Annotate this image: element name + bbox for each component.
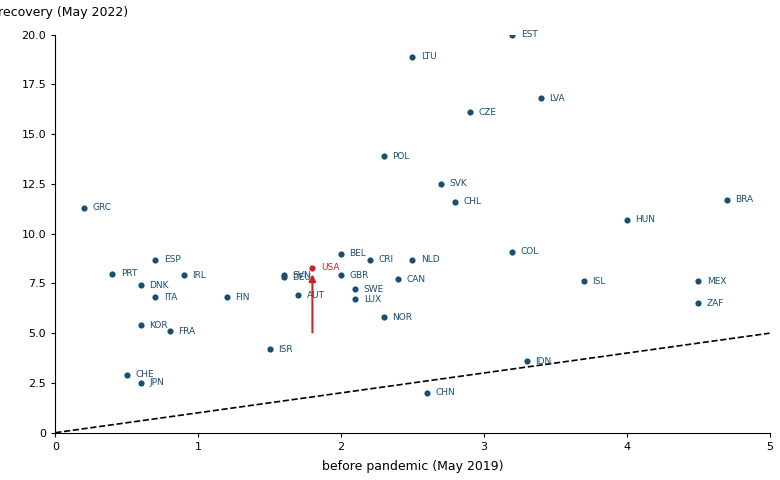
- Point: [335, 272, 347, 279]
- Point: [135, 379, 147, 387]
- Text: FIN: FIN: [236, 293, 250, 302]
- Point: [406, 53, 419, 60]
- Point: [106, 270, 119, 277]
- Point: [620, 216, 633, 224]
- Text: LUX: LUX: [363, 295, 381, 304]
- Text: PRT: PRT: [121, 269, 137, 278]
- Point: [78, 204, 90, 212]
- Text: IRL: IRL: [193, 271, 207, 280]
- Text: JPN: JPN: [150, 378, 165, 387]
- Point: [434, 180, 447, 188]
- Point: [264, 345, 276, 353]
- Point: [578, 277, 590, 285]
- Text: CHN: CHN: [435, 388, 455, 397]
- Text: KOR: KOR: [150, 321, 168, 330]
- Text: SWE: SWE: [363, 285, 384, 294]
- Text: COL: COL: [521, 247, 539, 256]
- Text: EST: EST: [521, 30, 537, 39]
- Point: [120, 371, 133, 379]
- Point: [420, 389, 433, 397]
- Point: [378, 313, 390, 321]
- Text: IDN: IDN: [535, 357, 551, 366]
- Point: [135, 322, 147, 329]
- Text: ISL: ISL: [593, 277, 606, 286]
- Text: LVA: LVA: [550, 94, 566, 103]
- Point: [506, 31, 519, 38]
- Point: [378, 152, 390, 160]
- Text: ITA: ITA: [164, 293, 177, 302]
- Text: ZAF: ZAF: [707, 299, 724, 308]
- Text: CZE: CZE: [478, 108, 496, 117]
- Text: recovery (May 2022): recovery (May 2022): [0, 6, 128, 19]
- Point: [449, 198, 462, 206]
- Text: POL: POL: [392, 152, 410, 161]
- Text: NLD: NLD: [421, 255, 440, 264]
- Text: ISR: ISR: [278, 345, 292, 354]
- Point: [392, 276, 404, 283]
- Text: DEU: DEU: [292, 273, 311, 282]
- Text: LTU: LTU: [421, 52, 437, 61]
- Point: [692, 277, 704, 285]
- Text: CHL: CHL: [464, 197, 482, 206]
- Text: MEX: MEX: [707, 277, 726, 286]
- Text: BRA: BRA: [736, 195, 753, 204]
- Point: [349, 296, 361, 303]
- Point: [721, 196, 733, 204]
- Point: [278, 274, 290, 281]
- Text: ESP: ESP: [164, 255, 181, 264]
- Point: [292, 291, 304, 299]
- Text: HUN: HUN: [635, 216, 655, 224]
- Point: [149, 256, 161, 264]
- Text: BEL: BEL: [349, 249, 367, 258]
- Point: [135, 282, 147, 289]
- Text: SVK: SVK: [449, 180, 467, 189]
- Point: [506, 248, 519, 255]
- Point: [406, 256, 419, 264]
- Text: GRC: GRC: [93, 204, 112, 212]
- Point: [520, 357, 533, 365]
- Text: CRI: CRI: [378, 255, 393, 264]
- Point: [163, 327, 176, 335]
- Text: USA: USA: [321, 263, 339, 272]
- Point: [278, 272, 290, 279]
- Point: [463, 108, 476, 116]
- Text: DNK: DNK: [150, 281, 169, 290]
- Point: [692, 300, 704, 307]
- Point: [363, 256, 376, 264]
- Text: CHE: CHE: [135, 371, 154, 380]
- Point: [335, 250, 347, 257]
- X-axis label: before pandemic (May 2019): before pandemic (May 2019): [321, 460, 503, 473]
- Text: FRA: FRA: [178, 327, 195, 336]
- Point: [535, 95, 548, 102]
- Point: [221, 294, 233, 301]
- Text: CAN: CAN: [406, 275, 426, 284]
- Text: AUT: AUT: [307, 291, 324, 300]
- Point: [178, 272, 190, 279]
- Text: NOR: NOR: [392, 313, 413, 322]
- Text: SVN: SVN: [292, 271, 311, 280]
- Text: GBR: GBR: [349, 271, 369, 280]
- Point: [149, 294, 161, 301]
- Point: [307, 264, 319, 271]
- Point: [349, 286, 361, 293]
